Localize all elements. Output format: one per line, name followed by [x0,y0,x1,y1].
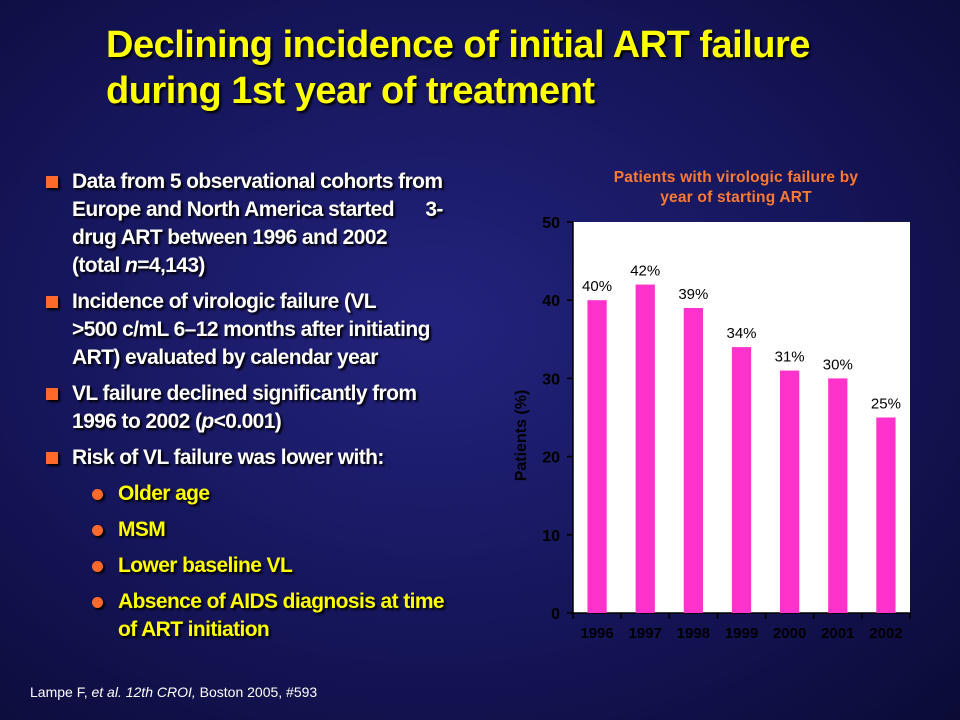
square-bullet-icon [46,388,58,400]
bullet-line: Risk of VL failure was lower with: [72,446,384,469]
bullet-italic-text: n [124,254,138,277]
bullet-line: Data from 5 observational cohorts from [72,170,443,193]
sub-bullet-item: Lower baseline VL [44,552,504,580]
sub-bullet-item: Older age [44,480,504,508]
bullet-line: Europe and North America started 3- [72,198,443,221]
bar [731,347,752,613]
x-tick-label: 1997 [629,625,662,642]
bar [828,378,848,613]
sub-bullet-line: of ART initiation [118,618,270,641]
y-tick-label: 30 [542,371,560,388]
bullet-line: Incidence of virologic failure (VL [72,290,377,313]
round-bullet-icon [92,597,103,608]
chart-title-line-1: Patients with virologic failure by [613,169,859,186]
data-label: 34% [726,325,756,342]
bullet-item: Risk of VL failure was lower with: [44,444,504,472]
y-tick-label: 20 [542,450,560,467]
bullet-item: Data from 5 observational cohorts from E… [44,168,504,280]
x-tick-label: 2001 [821,625,854,642]
bullet-text: (total [72,254,125,277]
slide-title: Declining incidence of initial ART failu… [106,22,926,114]
data-label: 31% [775,349,805,366]
bullet-item: Incidence of virologic failure (VL >500 … [44,288,504,372]
x-tick-label: 1996 [580,625,613,642]
y-tick-label: 40 [542,293,560,310]
y-tick-label: 0 [551,606,560,623]
y-axis-label: Patients (%) [513,390,530,482]
bullet-line: 1996 to 2002 (p<0.001) [72,408,504,436]
citation-italic: et al. 12th CROI, [91,684,196,700]
x-tick-label: 1998 [677,625,710,642]
sub-bullet-item: MSM [44,516,504,544]
bar [635,284,655,613]
bullet-line: drug ART between 1996 and 2002 [72,226,388,249]
slide-title-line-1: Declining incidence of initial ART failu… [106,24,810,66]
data-label: 30% [823,356,853,373]
bullet-list: Data from 5 observational cohorts from E… [44,168,504,652]
square-bullet-icon [46,176,58,188]
sub-bullet-item: Absence of AIDS diagnosis at time of ART… [44,588,504,644]
bar [683,308,703,613]
data-label: 25% [871,396,901,413]
sub-bullet-line: Older age [118,482,210,505]
bullet-text: 1996 to 2002 ( [72,410,202,433]
citation: Lampe F, et al. 12th CROI, Boston 2005, … [30,684,317,700]
bar [587,300,607,613]
sub-bullet-line: Absence of AIDS diagnosis at time [118,590,445,613]
bullet-item: VL failure declined significantly from 1… [44,380,504,436]
bullet-line: (total n=4,143) [72,252,504,280]
bullet-text: =4,143) [137,254,205,277]
slide-title-line-2: during 1st year of treatment [106,70,595,112]
round-bullet-icon [92,561,103,572]
bullet-text: <0.001) [213,410,282,433]
bar-chart: 0 10 20 30 40 50 Patients (%) 40% 1996 42% 1997 39%… [513,215,911,642]
round-bullet-icon [92,489,103,500]
sub-bullet-line: Lower baseline VL [118,554,293,577]
round-bullet-icon [92,525,103,536]
bar [780,370,800,613]
citation-authors: Lampe F, [30,684,92,700]
data-label: 40% [582,278,612,295]
x-tick-label: 2002 [869,625,902,642]
data-label: 42% [630,263,660,280]
bar [876,417,896,613]
bullet-line: >500 c/mL 6–12 months after initiating [72,318,430,341]
square-bullet-icon [46,452,58,464]
x-tick-label: 2000 [773,625,806,642]
y-tick-label: 50 [542,215,560,232]
x-tick-label: 1999 [725,625,758,642]
chart-title-line-2: year of starting ART [660,189,812,206]
sub-bullet-line: MSM [118,518,166,541]
y-tick-label: 10 [542,528,560,545]
square-bullet-icon [46,296,58,308]
bullet-line: VL failure declined significantly from [72,382,417,405]
data-label: 39% [678,286,708,303]
bullet-italic-text: p [201,410,214,433]
citation-rest: Boston 2005, #593 [195,684,318,700]
chart-title: Patients with virologic failure by year … [564,168,908,208]
bullet-line: ART) evaluated by calendar year [72,346,378,369]
